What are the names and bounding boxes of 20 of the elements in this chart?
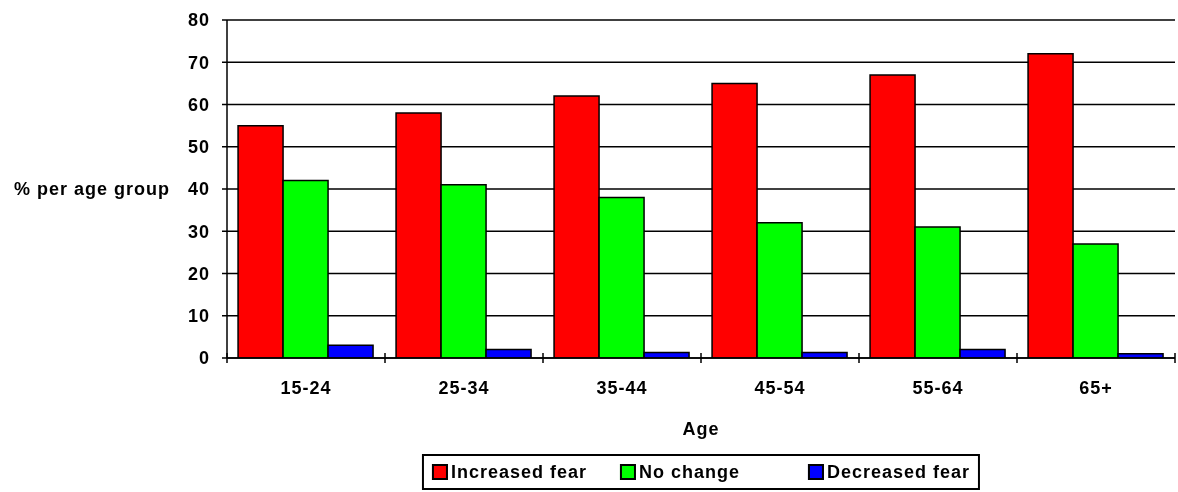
x-tick-label: 15-24 — [280, 378, 332, 398]
y-tick-label: 30 — [187, 221, 210, 242]
x-tick-label: 65+ — [1079, 378, 1113, 398]
x-tick-label: 25-34 — [438, 378, 490, 398]
y-tick-label: 20 — [187, 263, 210, 284]
y-tick-label: 60 — [187, 94, 210, 115]
x-axis-title: Age — [682, 419, 720, 439]
legend-label: Decreased fear — [826, 461, 971, 482]
y-tick-label: 40 — [187, 179, 210, 200]
legend-label: Increased fear — [450, 461, 588, 482]
y-tick-label: 10 — [187, 306, 210, 327]
y-tick-label: 50 — [187, 137, 210, 158]
legend-label: No change — [638, 461, 740, 482]
y-tick-label: 70 — [187, 52, 210, 73]
x-tick-label: 45-54 — [754, 378, 806, 398]
y-axis-title: % per age group — [13, 179, 170, 200]
x-tick-label: 35-44 — [596, 378, 648, 398]
x-tick-label: 55-64 — [912, 378, 964, 398]
y-tick-label: 80 — [187, 10, 210, 31]
y-tick-label: 0 — [198, 348, 210, 369]
